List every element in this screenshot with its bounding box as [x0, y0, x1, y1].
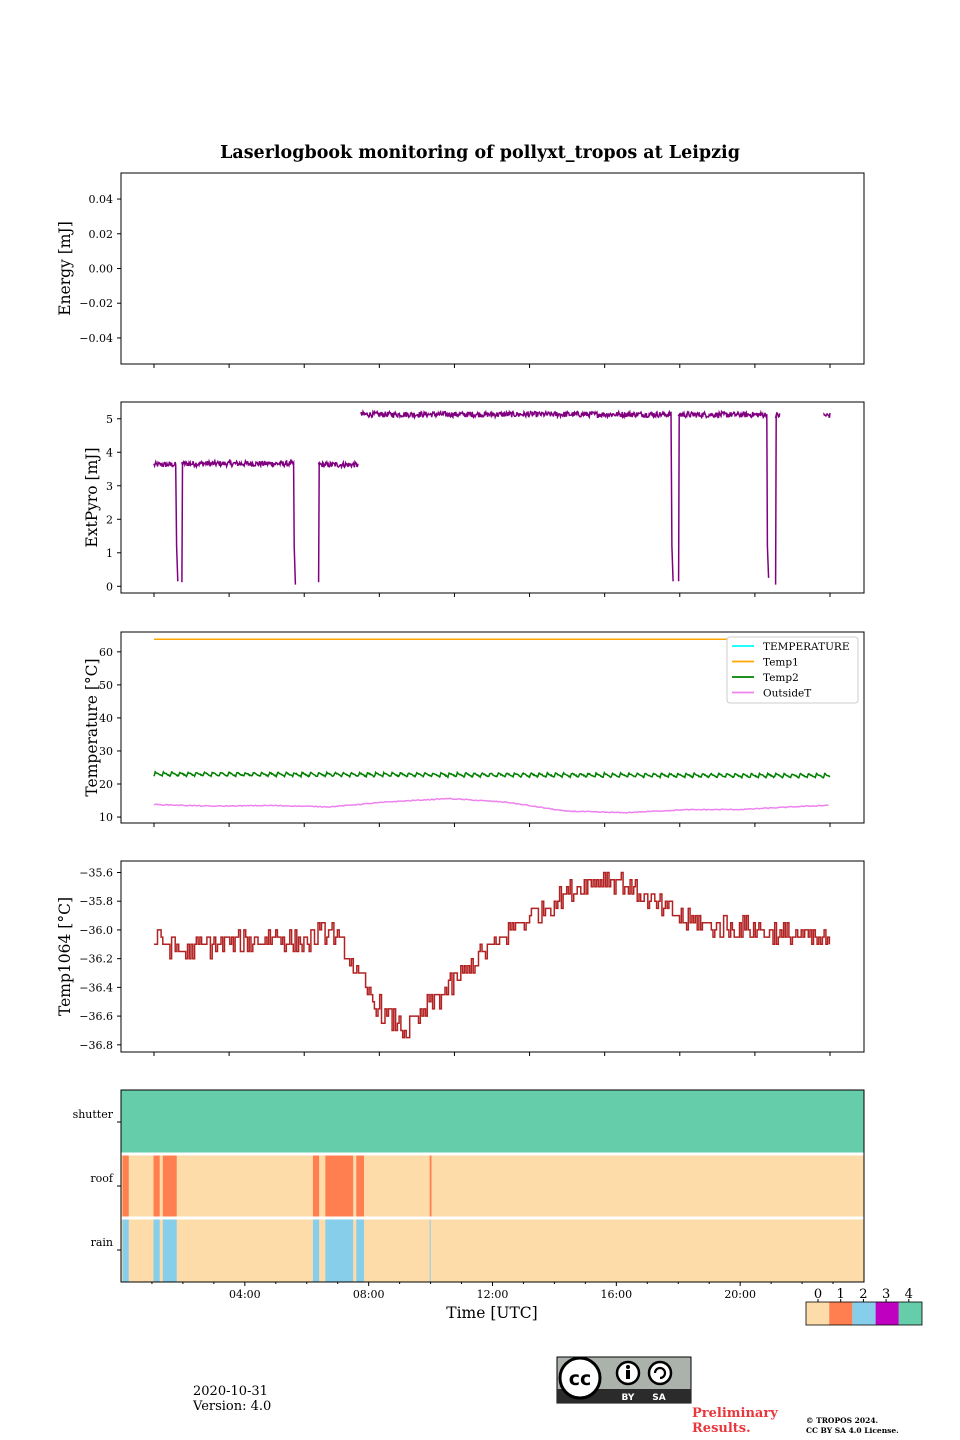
- footer-date: 2020-10-31: [193, 1384, 268, 1399]
- colorbar-cell-4: [898, 1302, 922, 1325]
- outsideT-line: [153, 797, 829, 814]
- energy-ytick-label: 0.04: [89, 193, 114, 206]
- colorbar-tick-label: 3: [882, 1287, 890, 1302]
- status-roof-interval: [162, 1154, 177, 1218]
- extpyro-series-segment: [360, 408, 674, 582]
- temperatures-ytick-label: 20: [99, 778, 113, 791]
- temp1064-ylabel: Temp1064 [°C]: [56, 897, 74, 1016]
- legend-label-temp2: Temp2: [763, 672, 799, 684]
- temp1064-ytick-label: −35.8: [79, 895, 113, 908]
- temperatures-ylabel: Temperature [°C]: [83, 658, 101, 796]
- preliminary-line-1: Preliminary: [692, 1406, 778, 1421]
- preliminary-line-2: Results.: [692, 1421, 751, 1436]
- temp1064-ytick-label: −36.4: [79, 981, 113, 994]
- extpyro-series-segment: [677, 409, 770, 582]
- extpyro-series-segment: [181, 458, 297, 585]
- status-roof-interval: [312, 1154, 320, 1218]
- temperatures-ytick-label: 10: [99, 811, 113, 824]
- temperatures-ytick-label: 60: [99, 646, 113, 659]
- status-rain-interval: [325, 1218, 354, 1282]
- temperatures-ytick-label: 50: [99, 679, 113, 692]
- colorbar-cell-2: [852, 1302, 876, 1325]
- extpyro-ytick-label: 2: [106, 513, 113, 526]
- energy-ylabel: Energy [mJ]: [56, 221, 74, 316]
- preliminary-results-note: Preliminary Results.: [692, 1406, 778, 1436]
- status-rain-interval: [162, 1218, 177, 1282]
- status-xlabel: Time [UTC]: [446, 1304, 537, 1322]
- status-rain-interval: [312, 1218, 320, 1282]
- legend-label-temperature: TEMPERATURE: [763, 641, 850, 653]
- status-shutter-interval: [121, 1090, 864, 1154]
- temp1064-line: [154, 871, 831, 1039]
- temperatures-ytick-label: 40: [99, 712, 113, 725]
- copyright-line-1: © TROPOS 2024.: [806, 1416, 879, 1425]
- legend-label-temp1: Temp1: [763, 657, 799, 669]
- temp1064-ytick-label: −35.6: [79, 866, 113, 879]
- status-xtick-label: 08:00: [353, 1288, 385, 1301]
- status-row-label-rain: rain: [91, 1236, 113, 1249]
- temp1064-ytick-label: −36.8: [79, 1039, 113, 1052]
- status-rain-interval: [429, 1218, 431, 1282]
- extpyro-series-segment: [153, 459, 179, 582]
- extpyro-frame: [120, 401, 865, 594]
- temperatures-ytick-label: 30: [99, 745, 113, 758]
- temp1064-ytick-label: −36.6: [79, 1010, 113, 1023]
- copyright-line-2: CC BY SA 4.0 License.: [806, 1426, 899, 1435]
- status-xtick-label: 20:00: [724, 1288, 756, 1301]
- colorbar-cell-0: [806, 1302, 830, 1325]
- status-rain-interval: [122, 1218, 129, 1282]
- status-rain-interval: [121, 1218, 864, 1282]
- copyright-note: © TROPOS 2024. CC BY SA 4.0 License.: [806, 1416, 899, 1436]
- legend-label-outsidet: OutsideT: [763, 688, 811, 700]
- temperature-legend: TEMPERATURE Temp1 Temp2 OutsideT: [726, 636, 859, 704]
- legend-box: [726, 636, 859, 704]
- colorbar-tick-label: 4: [905, 1287, 913, 1302]
- extpyro-ytick-label: 4: [106, 446, 113, 459]
- status-roof-interval: [325, 1154, 354, 1218]
- status-roof-interval: [121, 1154, 864, 1218]
- extpyro-series-segment: [317, 459, 359, 583]
- status-rain-interval: [153, 1218, 160, 1282]
- colorbar-cell-1: [829, 1302, 853, 1325]
- status-xtick-label: 04:00: [229, 1288, 261, 1301]
- status-xtick-label: 12:00: [477, 1288, 509, 1301]
- energy-ytick-label: −0.02: [79, 297, 113, 310]
- status-roof-interval: [122, 1154, 129, 1218]
- temp1064-ytick-label: −36.2: [79, 953, 113, 966]
- status-xtick-label: 16:00: [600, 1288, 632, 1301]
- status-roof-interval: [356, 1154, 365, 1218]
- chart-title: Laserlogbook monitoring of pollyxt_tropo…: [220, 143, 740, 163]
- status-row-label-shutter: shutter: [73, 1108, 114, 1121]
- status-row-label-roof: roof: [90, 1172, 114, 1185]
- status-roof-interval: [429, 1154, 432, 1218]
- colorbar-tick-label: 1: [837, 1287, 845, 1302]
- temp2-line: [153, 770, 831, 780]
- extpyro-ytick-label: 1: [106, 547, 113, 560]
- colorbar-frame: [805, 1301, 923, 1326]
- energy-ytick-label: 0.02: [89, 228, 114, 241]
- extpyro-series-segment: [823, 412, 831, 418]
- colorbar-cell-3: [875, 1302, 899, 1325]
- extpyro-series-segment: [774, 411, 781, 585]
- extpyro-ytick-label: 0: [106, 580, 113, 593]
- extpyro-ytick-label: 5: [106, 413, 113, 426]
- energy-ytick-label: 0.00: [89, 263, 114, 276]
- temp1064-frame: [120, 860, 865, 1053]
- extpyro-ylabel: ExtPyro [mJ]: [83, 447, 101, 547]
- energy-ytick-label: −0.04: [79, 332, 113, 345]
- temp1064-ytick-label: −36.0: [79, 924, 113, 937]
- colorbar-tick-label: 2: [859, 1287, 867, 1302]
- colorbar-tick-label: 0: [814, 1287, 822, 1302]
- status-rain-interval: [356, 1218, 365, 1282]
- status-roof-interval: [153, 1154, 160, 1218]
- energy-frame: [120, 172, 865, 365]
- extpyro-ytick-label: 3: [106, 480, 113, 493]
- footer-version: Version: 4.0: [193, 1399, 272, 1414]
- temperatures-frame: [120, 631, 865, 824]
